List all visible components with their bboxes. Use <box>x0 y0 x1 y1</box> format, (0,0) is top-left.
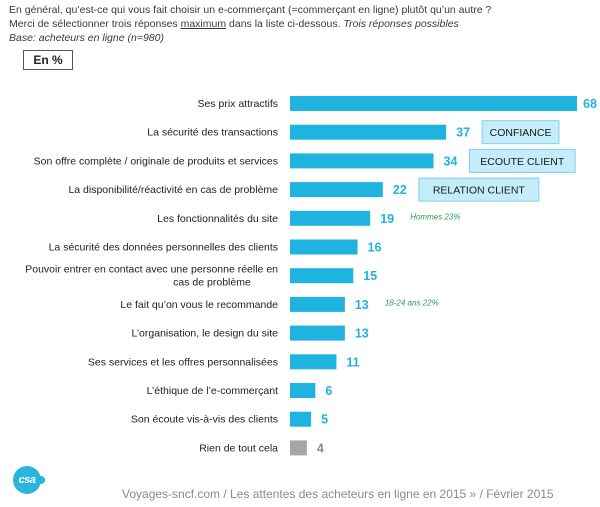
category-label-la-securite-des-donnees-personnelles-des-clients: La sécurité des données personnelles des… <box>49 242 278 254</box>
bar-rien-de-tout-cela <box>290 440 307 456</box>
value-label-pouvoir-entrer-en-contact-avec-une-personne-reelle-en-cas-de-probleme: 15 <box>363 269 377 283</box>
bar-la-disponibilite-reactivite-en-cas-de-probleme <box>290 182 383 198</box>
annotation-box-confiance <box>481 120 560 145</box>
category-label-pouvoir-entrer-en-contact-avec-une-personne-reelle-en-cas-de-probleme: Pouvoir entrer en contact avec une perso… <box>25 264 278 289</box>
question-line2-italic: Trois réponses possibles <box>343 18 459 30</box>
bar-son-offre-complete-originale-de-produits-et-services <box>290 153 434 169</box>
question-text: En général, qu’est-ce qui vous fait choi… <box>9 3 594 45</box>
category-label-l-organisation-le-design-du-site: L’organisation, le design du site <box>131 328 278 340</box>
bar-le-fait-qu-on-vous-le-recommande <box>290 296 345 312</box>
category-label-la-disponibilite-reactivite-en-cas-de-probleme: La disponibilité/réactivité en cas de pr… <box>68 184 278 196</box>
value-label-les-fonctionnalites-du-site: 19 <box>380 212 394 226</box>
value-label-rien-de-tout-cela: 4 <box>317 441 324 455</box>
value-label-la-securite-des-transactions: 37 <box>456 126 470 140</box>
bar-les-fonctionnalites-du-site <box>290 210 371 226</box>
category-label-son-ecoute-vis-a-vis-des-clients: Son écoute vis-à-vis des clients <box>131 414 278 426</box>
category-label-ses-prix-attractifs: Ses prix attractifs <box>197 98 278 110</box>
source-text: Voyages-sncf.com / Les attentes des ache… <box>122 487 554 501</box>
bar-ses-services-et-les-offres-personnalisees <box>290 354 337 370</box>
value-label-son-ecoute-vis-a-vis-des-clients: 5 <box>321 413 328 427</box>
question-line2-emph: maximum <box>180 18 227 30</box>
value-label-la-securite-des-donnees-personnelles-des-clients: 16 <box>368 241 382 255</box>
unit-label: En % <box>23 50 73 70</box>
bar-la-securite-des-donnees-personnelles-des-clients <box>290 239 358 255</box>
question-line2-pre: Merci de sélectionner trois réponses <box>9 18 181 30</box>
bar-chart: Ses prix attractifs 68 La sécurité des tra… <box>25 96 597 456</box>
annotation-18-24-ans-22: 18-24 ans 22% <box>385 298 439 307</box>
value-label-ses-prix-attractifs: 68 <box>583 97 597 111</box>
bar-ses-prix-attractifs <box>290 96 577 111</box>
value-label-ses-services-et-les-offres-personnalisees: 11 <box>346 355 359 369</box>
bar-l-ethique-de-l-e-commercant <box>290 383 316 398</box>
category-label-la-securite-des-transactions: La sécurité des transactions <box>147 127 278 139</box>
base-text: Base: acheteurs en ligne (n=980) <box>9 32 164 44</box>
annotation-box-ecoute-client <box>469 148 576 173</box>
csa-logo: csa <box>13 466 45 494</box>
value-label-le-fait-qu-on-vous-le-recommande: 13 <box>355 298 369 312</box>
category-label-l-ethique-de-l-e-commercant: L’éthique de l’e-commerçant <box>147 385 278 397</box>
question-line2-post: dans la liste ci-dessous. <box>226 18 344 30</box>
category-label-rien-de-tout-cela: Rien de tout cela <box>199 442 278 454</box>
question-line2: Merci de sélectionner trois réponses max… <box>9 17 594 31</box>
annotation-ecoute-client: ECOUTE CLIENT <box>480 156 565 168</box>
annotation-hommes-23: Hommes 23% <box>410 212 460 221</box>
value-label-la-disponibilite-reactivite-en-cas-de-probleme: 22 <box>393 183 407 197</box>
category-label-le-fait-qu-on-vous-le-recommande: Le fait qu’on vous le recommande <box>120 299 278 311</box>
annotation-confiance: CONFIANCE <box>490 127 552 139</box>
value-label-l-ethique-de-l-e-commercant: 6 <box>325 384 332 398</box>
category-label-son-offre-complete-originale-de-produits-et-services: Son offre complète / originale de produi… <box>34 155 278 167</box>
value-label-l-organisation-le-design-du-site: 13 <box>355 327 369 341</box>
bar-pouvoir-entrer-en-contact-avec-une-personne-reelle-en-cas-de-probleme <box>290 268 354 284</box>
category-label-les-fonctionnalites-du-site: Les fonctionnalités du site <box>157 213 278 225</box>
annotation-relation-client: RELATION CLIENT <box>433 185 526 197</box>
question-line1: En général, qu’est-ce qui vous fait choi… <box>9 4 492 16</box>
bar-l-organisation-le-design-du-site <box>290 325 345 341</box>
value-label-son-offre-complete-originale-de-produits-et-services: 34 <box>444 154 458 168</box>
bar-son-ecoute-vis-a-vis-des-clients <box>290 411 312 427</box>
bar-la-securite-des-transactions <box>290 124 447 140</box>
category-label-ses-services-et-les-offres-personnalisees: Ses services et les offres personnalisée… <box>88 356 278 368</box>
annotation-box-relation-client <box>418 177 540 202</box>
